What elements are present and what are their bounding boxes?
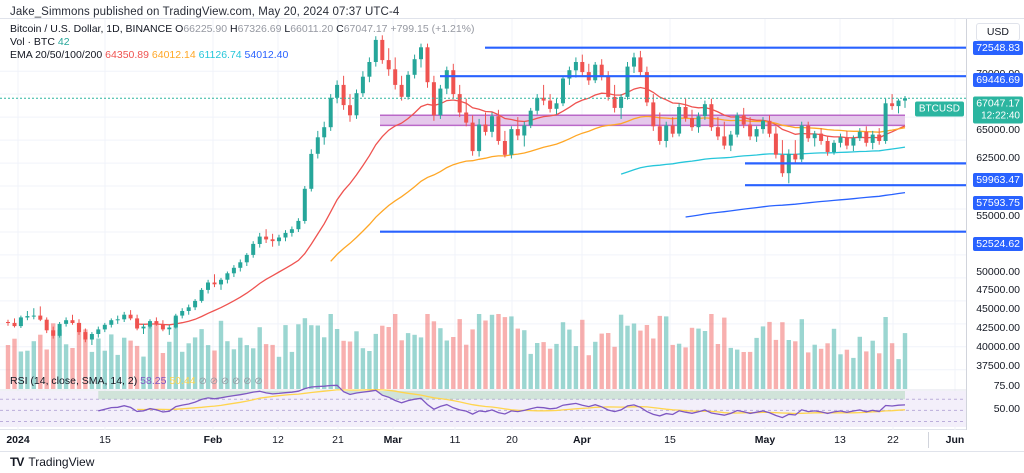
footer: TV TradingView bbox=[10, 455, 94, 469]
ema-20-line bbox=[137, 86, 906, 326]
time-tick-label: 2024 bbox=[6, 434, 30, 446]
rsi-empty-values: ⊘ ⊘ ⊘ ⊘ ⊘ ⊘ bbox=[198, 376, 263, 387]
time-tick-label: 22 bbox=[887, 434, 899, 446]
ema-200-line bbox=[685, 191, 906, 218]
price-level-badge[interactable]: 52524.62 bbox=[973, 237, 1023, 251]
time-tick-label: May bbox=[754, 434, 776, 446]
rsi-title: RSI (14, close, SMA, 14, 2) bbox=[10, 375, 138, 387]
price-tick-label: 50000.00 bbox=[976, 266, 1020, 278]
time-tick-label: 15 bbox=[99, 434, 111, 446]
price-tick-label: 75.00 bbox=[993, 380, 1020, 392]
chart-canvas bbox=[0, 19, 966, 430]
symbol-price-tag: BTCUSD bbox=[914, 101, 964, 117]
ema-100-line bbox=[620, 146, 906, 175]
price-tick-label: 55000.00 bbox=[976, 210, 1020, 222]
current-price-badge[interactable]: 67047.17 12:22:40 bbox=[973, 96, 1023, 124]
horizontal-levels bbox=[380, 46, 966, 233]
price-tick-label: 65000.00 bbox=[976, 124, 1020, 136]
time-tick-label: Feb bbox=[203, 434, 223, 446]
price-tick-label: 37500.00 bbox=[976, 360, 1020, 372]
time-tick-label: 12 bbox=[272, 434, 284, 446]
tradingview-name: TradingView bbox=[28, 455, 95, 469]
price-tick-label: 40000.00 bbox=[976, 341, 1020, 353]
price-tick-label: 42500.00 bbox=[976, 322, 1020, 334]
rsi-ma-value: 50.44 bbox=[169, 375, 196, 387]
time-tick-label: Apr bbox=[572, 434, 592, 446]
plot-area[interactable] bbox=[0, 19, 966, 430]
chart-frame: Bitcoin / U.S. Dollar, 1D, BINANCE O6622… bbox=[0, 18, 1024, 430]
price-scale-currency[interactable]: USD bbox=[975, 23, 1020, 41]
volume-bars bbox=[5, 314, 908, 389]
time-tick-label: 15 bbox=[664, 434, 676, 446]
time-tick-label: 13 bbox=[834, 434, 846, 446]
time-tick-label: Mar bbox=[383, 434, 403, 446]
price-tick-label: 62500.00 bbox=[976, 152, 1020, 164]
time-scale-divider bbox=[928, 432, 929, 448]
time-scale[interactable]: 2024 15 Feb 12 21 Mar 11 20 Apr 15 May 13 22 Jun bbox=[0, 430, 1024, 452]
time-tick-label: 11 bbox=[449, 434, 461, 446]
rsi-overbought-fill bbox=[98, 391, 905, 400]
price-tick-label: 45000.00 bbox=[976, 303, 1020, 315]
price-scale[interactable]: USD 72548.8370000.0069446.6967500.006704… bbox=[966, 19, 1024, 430]
price-level-badge[interactable]: 69446.69 bbox=[973, 73, 1023, 87]
tradingview-logo-icon: TV bbox=[10, 455, 24, 469]
price-level-badge[interactable]: 72548.83 bbox=[973, 41, 1023, 55]
time-tick-label: Jun bbox=[945, 434, 965, 446]
price-level-badge[interactable]: 59963.47 bbox=[973, 173, 1023, 187]
rsi-line bbox=[98, 384, 906, 419]
time-tick-label: 20 bbox=[506, 434, 518, 446]
time-tick-label: 21 bbox=[332, 434, 344, 446]
price-tick-label: 50.00 bbox=[993, 403, 1020, 415]
rsi-value: 58.25 bbox=[140, 375, 167, 387]
price-level-badge[interactable]: 57593.75 bbox=[973, 196, 1023, 210]
supply-zone bbox=[380, 115, 905, 126]
price-tick-label: 47500.00 bbox=[976, 284, 1020, 296]
candlesticks bbox=[6, 35, 907, 345]
attribution-text: Jake_Simmons published on TradingView.co… bbox=[10, 6, 400, 18]
rsi-legend: RSI (14, close, SMA, 14, 2) 58.25 50.44 … bbox=[10, 375, 263, 387]
ema-50-line bbox=[330, 115, 906, 262]
